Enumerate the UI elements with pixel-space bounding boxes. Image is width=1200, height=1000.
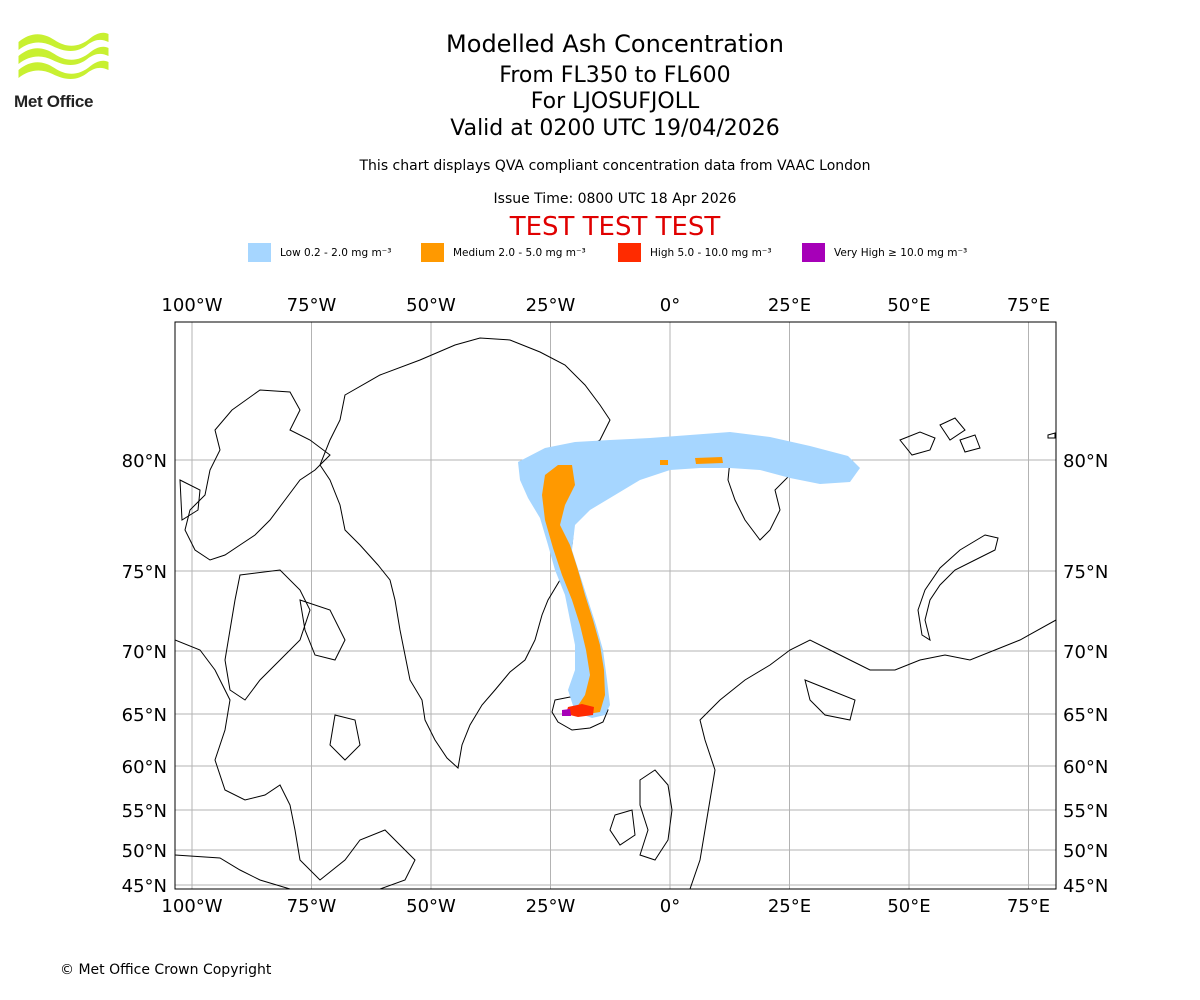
test-banner: TEST TEST TEST <box>509 212 721 242</box>
greenland-coast <box>319 337 611 769</box>
lon-tick-top: 50°E <box>887 295 930 316</box>
novaya-zemlya-coast <box>917 534 999 642</box>
lon-tick-bottom: 75°W <box>287 896 337 917</box>
chart-title: Modelled Ash Concentration <box>446 30 784 58</box>
volcano-name: For LJOSUFJOLL <box>530 89 700 114</box>
scandinavia-coast <box>689 619 1056 889</box>
lat-tick-left: 50°N <box>122 841 167 862</box>
lat-tick-left: 75°N <box>122 562 167 583</box>
lat-tick-right: 50°N <box>1063 841 1108 862</box>
legend-label-low: Low 0.2 - 2.0 mg m⁻³ <box>280 246 392 259</box>
lat-tick-left: 60°N <box>122 757 167 778</box>
lat-tick-right: 80°N <box>1063 451 1108 472</box>
lon-tick-top: 75°E <box>1007 295 1050 316</box>
logo-text: Met Office <box>14 92 94 111</box>
ash-high <box>566 704 594 717</box>
ash-plume <box>518 432 860 718</box>
lat-tick-right: 45°N <box>1063 876 1108 897</box>
lat-tick-right: 65°N <box>1063 705 1108 726</box>
lon-tick-bottom: 25°E <box>768 896 811 917</box>
legend-swatch-high <box>618 243 641 262</box>
lon-tick-bottom: 100°W <box>161 896 222 917</box>
lat-tick-right: 75°N <box>1063 562 1108 583</box>
legend-swatch-very-high <box>802 243 825 262</box>
lat-tick-right: 60°N <box>1063 757 1108 778</box>
legend-item-low: Low 0.2 - 2.0 mg m⁻³ <box>248 243 391 262</box>
valid-time: Valid at 0200 UTC 19/04/2026 <box>450 116 780 141</box>
issue-time: Issue Time: 0800 UTC 18 Apr 2026 <box>493 191 737 207</box>
ash-medium <box>542 465 605 714</box>
map-gridlines <box>175 322 1056 889</box>
lon-tick-bottom: 0° <box>660 896 680 917</box>
lon-tick-top: 0° <box>660 295 680 316</box>
copyright: © Met Office Crown Copyright <box>60 962 272 978</box>
lon-tick-bottom: 75°E <box>1007 896 1050 917</box>
legend-item-high: High 5.0 - 10.0 mg m⁻³ <box>618 243 772 262</box>
legend-label-high: High 5.0 - 10.0 mg m⁻³ <box>650 246 772 259</box>
lon-tick-bottom: 50°E <box>887 896 930 917</box>
lat-tick-left: 45°N <box>122 876 167 897</box>
lon-tick-top: 75°W <box>287 295 337 316</box>
lat-tick-right: 70°N <box>1063 642 1108 663</box>
lat-tick-left: 70°N <box>122 642 167 663</box>
lon-tick-bottom: 25°W <box>526 896 576 917</box>
ash-very-high <box>562 709 571 716</box>
ash-low <box>518 432 860 718</box>
lat-tick-left: 55°N <box>122 801 167 822</box>
legend-item-medium: Medium 2.0 - 5.0 mg m⁻³ <box>421 243 586 262</box>
lat-tick-left: 65°N <box>122 705 167 726</box>
lon-tick-bottom: 50°W <box>406 896 456 917</box>
legend: Low 0.2 - 2.0 mg m⁻³ Medium 2.0 - 5.0 mg… <box>0 243 1200 263</box>
map-frame <box>174 321 1057 890</box>
legend-label-very-high: Very High ≥ 10.0 mg m⁻³ <box>834 246 968 259</box>
met-office-logo-icon <box>18 32 109 79</box>
flight-levels: From FL350 to FL600 <box>499 63 731 88</box>
lon-tick-top: 25°W <box>526 295 576 316</box>
lat-tick-right: 55°N <box>1063 801 1108 822</box>
legend-item-very-high: Very High ≥ 10.0 mg m⁻³ <box>802 243 967 262</box>
coastlines <box>175 337 1056 889</box>
legend-swatch-medium <box>421 243 444 262</box>
canada-coast <box>175 639 416 889</box>
qva-note: This chart displays QVA compliant concen… <box>359 158 871 174</box>
lon-tick-top: 50°W <box>406 295 456 316</box>
lat-tick-left: 80°N <box>122 451 167 472</box>
legend-swatch-low <box>248 243 271 262</box>
map-tick-labels: 100°W 100°W 75°W 75°W 50°W 50°W 25°W 25°W 0° 0° 25… <box>122 295 1109 917</box>
lon-tick-top: 100°W <box>161 295 222 316</box>
british-isles-coast <box>639 769 673 861</box>
arctic-islands-coast <box>184 389 331 561</box>
legend-label-medium: Medium 2.0 - 5.0 mg m⁻³ <box>453 246 586 259</box>
lon-tick-top: 25°E <box>768 295 811 316</box>
